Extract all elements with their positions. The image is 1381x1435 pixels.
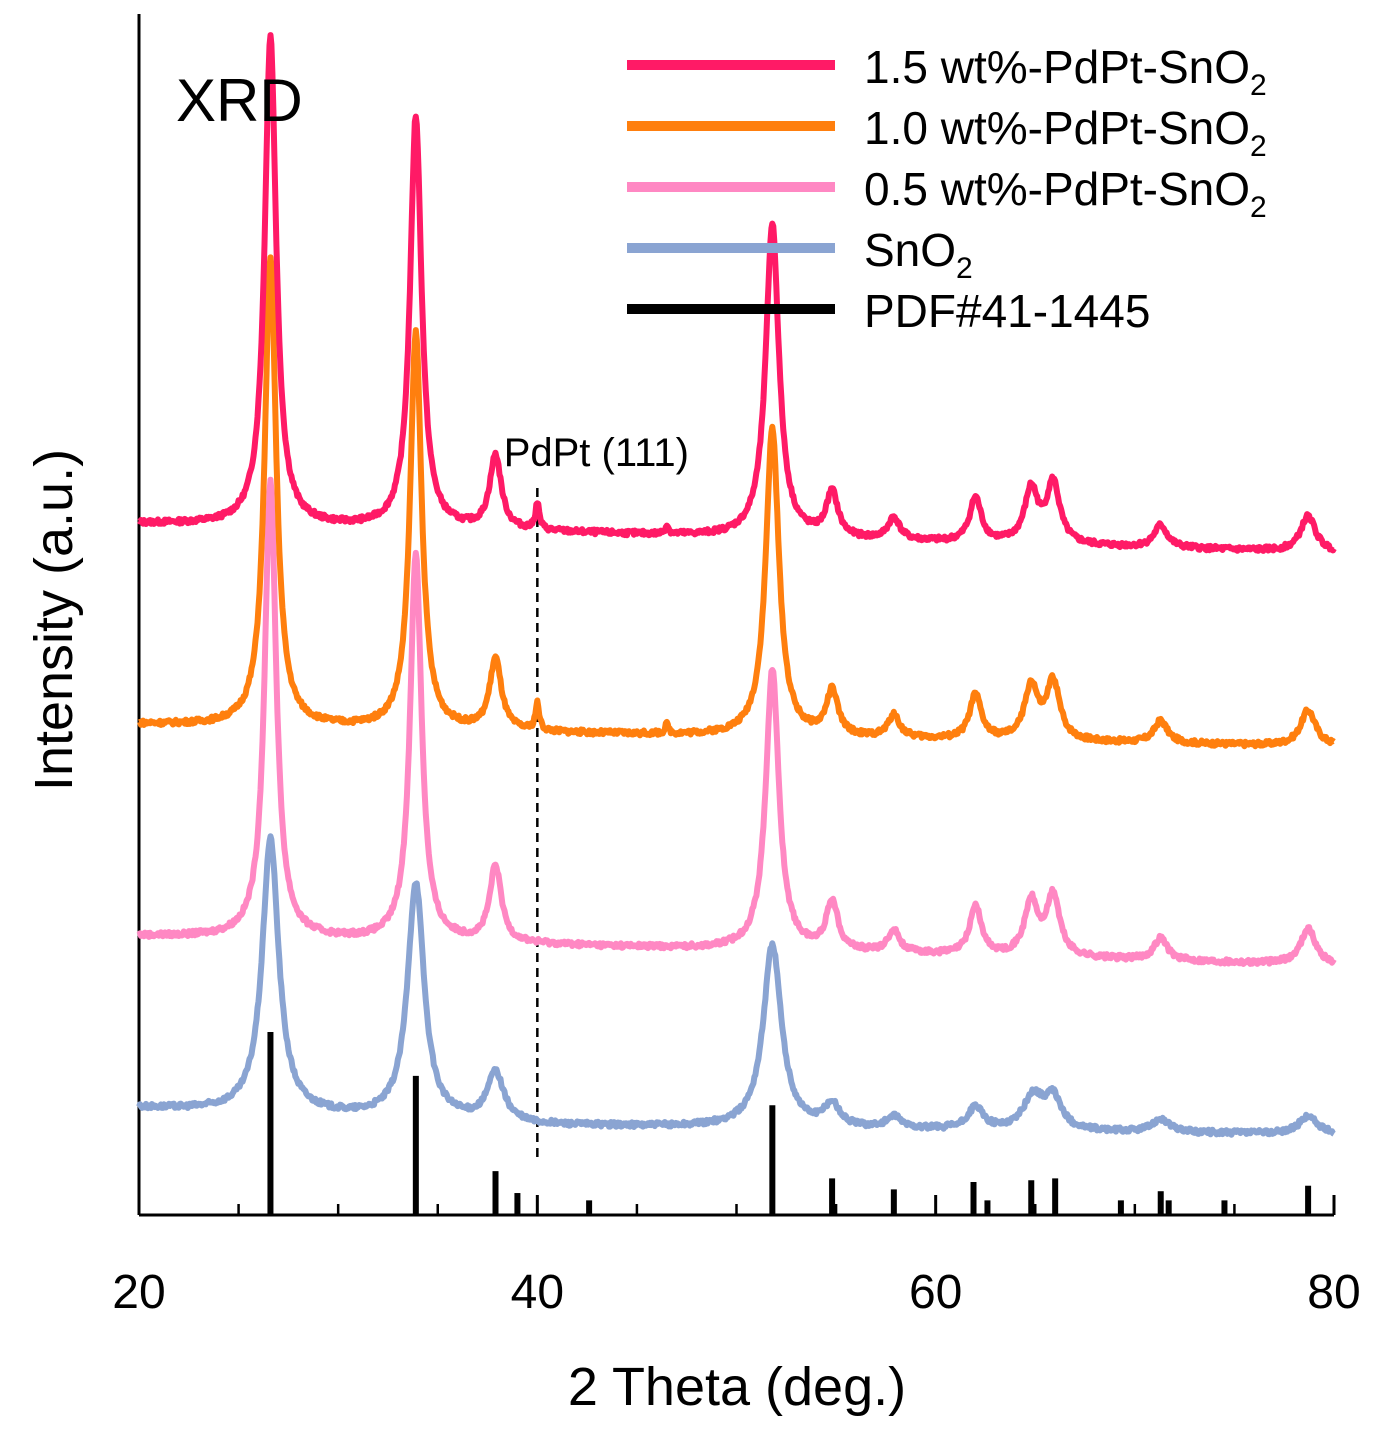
x-tick-label-2: 60 — [909, 1266, 962, 1319]
series-line-2 — [136, 476, 1337, 967]
legend-label-2: 0.5 wt%-PdPt-SnO2 — [864, 163, 1267, 224]
series-line-1 — [137, 254, 1336, 750]
pdpt-111-label: PdPt (111) — [504, 431, 689, 475]
x-ticks: 20 40 60 80 — [112, 1195, 1361, 1319]
series-line-0 — [137, 32, 1337, 554]
legend-label-1: 1.0 wt%-PdPt-SnO2 — [864, 102, 1267, 163]
x-tick-label-1: 40 — [511, 1266, 564, 1319]
reference-sticks — [267, 1032, 1312, 1215]
series-lines — [136, 32, 1337, 1138]
annotation-group: PdPt (111) — [504, 431, 689, 1162]
panel-label-xrd: XRD — [176, 67, 303, 134]
legend-label-3: SnO2 — [864, 224, 973, 285]
series-line-3 — [136, 833, 1336, 1138]
x-tick-label-3: 80 — [1307, 1266, 1360, 1319]
y-axis-title: Intensity (a.u.) — [24, 449, 84, 791]
legend-label-4: PDF#41-1445 — [864, 285, 1150, 337]
x-tick-label-0: 20 — [112, 1266, 165, 1319]
legend-label-0: 1.5 wt%-PdPt-SnO2 — [864, 41, 1267, 102]
x-axis-title: 2 Theta (deg.) — [568, 1357, 906, 1417]
